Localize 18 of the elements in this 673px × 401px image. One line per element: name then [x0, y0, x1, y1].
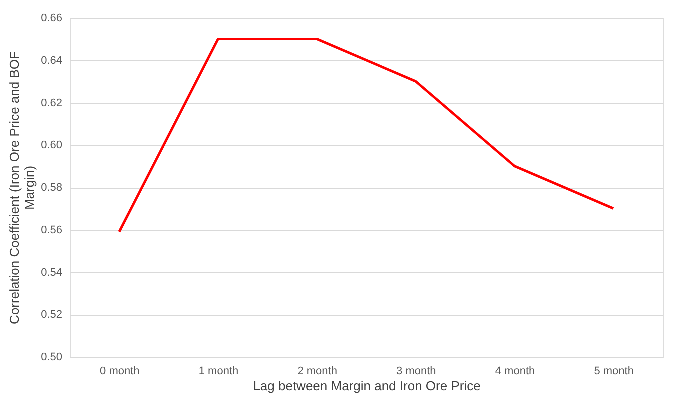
x-tick-label: 2 month	[298, 366, 338, 378]
y-tick-label: 0.52	[41, 309, 62, 322]
y-tick-label: 0.60	[41, 140, 62, 152]
y-tick-label: 0.66	[41, 12, 62, 24]
x-tick-label: 0 month	[100, 366, 140, 378]
y-tick-label: 0.56	[41, 224, 62, 236]
x-tick-label: 3 month	[396, 366, 436, 378]
x-tick-label: 4 month	[495, 366, 536, 378]
line-series	[118, 38, 615, 234]
y-tick-label: 0.62	[41, 97, 62, 110]
y-tick-label: 0.50	[41, 352, 62, 364]
x-tick-label: 1 month	[198, 366, 239, 378]
y-tick-label: 0.54	[41, 266, 62, 279]
y-tick-label: 0.58	[41, 182, 62, 194]
x-axis-title: Lag between Margin and Iron Ore Price	[253, 378, 481, 394]
y-axis-title: Correlation Coefficient (Iron Ore Price and BOF Margin)	[7, 52, 38, 324]
x-tick-label: 5 month	[594, 366, 634, 378]
y-tick-label: 0.64	[41, 54, 62, 67]
